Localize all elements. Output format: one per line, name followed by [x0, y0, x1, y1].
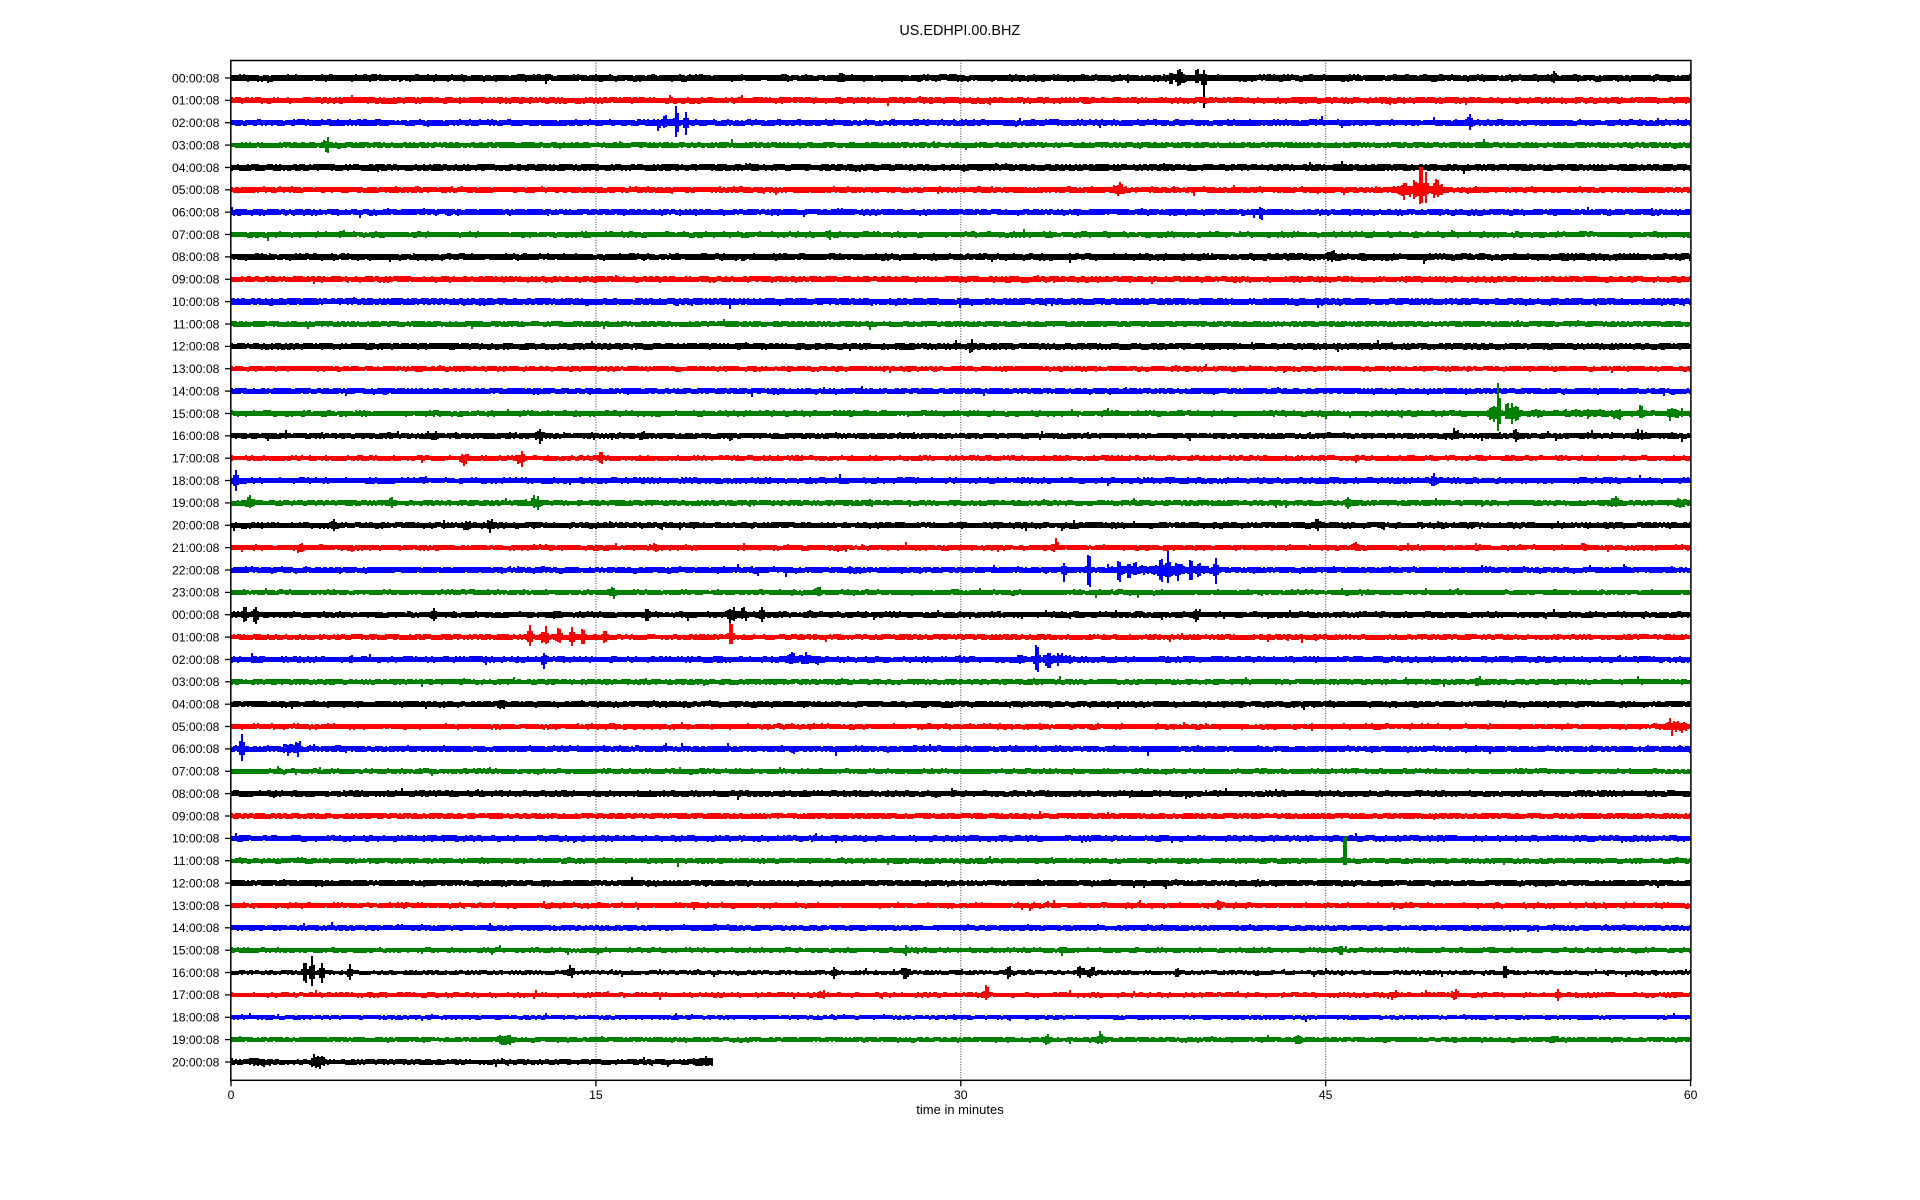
svg-text:06:00:08: 06:00:08	[172, 742, 220, 756]
svg-text:17:00:08: 17:00:08	[172, 452, 220, 466]
svg-text:02:00:08: 02:00:08	[172, 653, 220, 667]
svg-text:20:00:08: 20:00:08	[172, 519, 220, 533]
svg-text:05:00:08: 05:00:08	[172, 183, 220, 197]
svg-text:19:00:08: 19:00:08	[172, 1033, 220, 1047]
svg-text:10:00:08: 10:00:08	[172, 832, 220, 846]
svg-text:15:00:08: 15:00:08	[172, 407, 220, 421]
svg-text:23:00:08: 23:00:08	[172, 586, 220, 600]
svg-text:10:00:08: 10:00:08	[172, 295, 220, 309]
svg-text:time in minutes: time in minutes	[916, 1102, 1004, 1117]
svg-text:08:00:08: 08:00:08	[172, 787, 220, 801]
svg-text:04:00:08: 04:00:08	[172, 698, 220, 712]
svg-text:12:00:08: 12:00:08	[172, 340, 220, 354]
svg-text:18:00:08: 18:00:08	[172, 1011, 220, 1025]
svg-text:07:00:08: 07:00:08	[172, 765, 220, 779]
svg-text:14:00:08: 14:00:08	[172, 921, 220, 935]
svg-text:03:00:08: 03:00:08	[172, 675, 220, 689]
svg-text:13:00:08: 13:00:08	[172, 899, 220, 913]
svg-text:04:00:08: 04:00:08	[172, 161, 220, 175]
svg-text:11:00:08: 11:00:08	[173, 317, 220, 331]
svg-text:07:00:08: 07:00:08	[172, 228, 220, 242]
svg-text:30: 30	[954, 1088, 968, 1102]
svg-text:09:00:08: 09:00:08	[172, 273, 220, 287]
svg-text:05:00:08: 05:00:08	[172, 720, 220, 734]
svg-text:03:00:08: 03:00:08	[172, 138, 220, 152]
svg-text:19:00:08: 19:00:08	[172, 496, 220, 510]
svg-text:US.EDHPI.00.BHZ: US.EDHPI.00.BHZ	[899, 23, 1020, 39]
svg-text:12:00:08: 12:00:08	[172, 876, 220, 890]
svg-text:11:00:08: 11:00:08	[173, 854, 220, 868]
svg-text:20:00:08: 20:00:08	[172, 1055, 220, 1069]
svg-text:45: 45	[1319, 1088, 1333, 1102]
svg-text:02:00:08: 02:00:08	[172, 116, 220, 130]
svg-text:18:00:08: 18:00:08	[172, 474, 220, 488]
svg-text:60: 60	[1684, 1088, 1698, 1102]
svg-text:15:00:08: 15:00:08	[172, 944, 220, 958]
svg-text:00:00:08: 00:00:08	[172, 608, 220, 622]
svg-text:09:00:08: 09:00:08	[172, 809, 220, 823]
svg-text:01:00:08: 01:00:08	[172, 630, 220, 644]
svg-text:06:00:08: 06:00:08	[172, 206, 220, 220]
svg-text:16:00:08: 16:00:08	[172, 429, 220, 443]
svg-text:17:00:08: 17:00:08	[172, 988, 220, 1002]
svg-text:22:00:08: 22:00:08	[172, 563, 220, 577]
svg-text:01:00:08: 01:00:08	[172, 94, 220, 108]
svg-text:08:00:08: 08:00:08	[172, 250, 220, 264]
svg-text:14:00:08: 14:00:08	[172, 384, 220, 398]
svg-text:13:00:08: 13:00:08	[172, 362, 220, 376]
svg-text:0: 0	[228, 1088, 235, 1102]
svg-text:21:00:08: 21:00:08	[172, 541, 220, 555]
svg-text:16:00:08: 16:00:08	[172, 966, 220, 980]
svg-text:15: 15	[589, 1088, 603, 1102]
svg-text:00:00:08: 00:00:08	[172, 71, 220, 85]
